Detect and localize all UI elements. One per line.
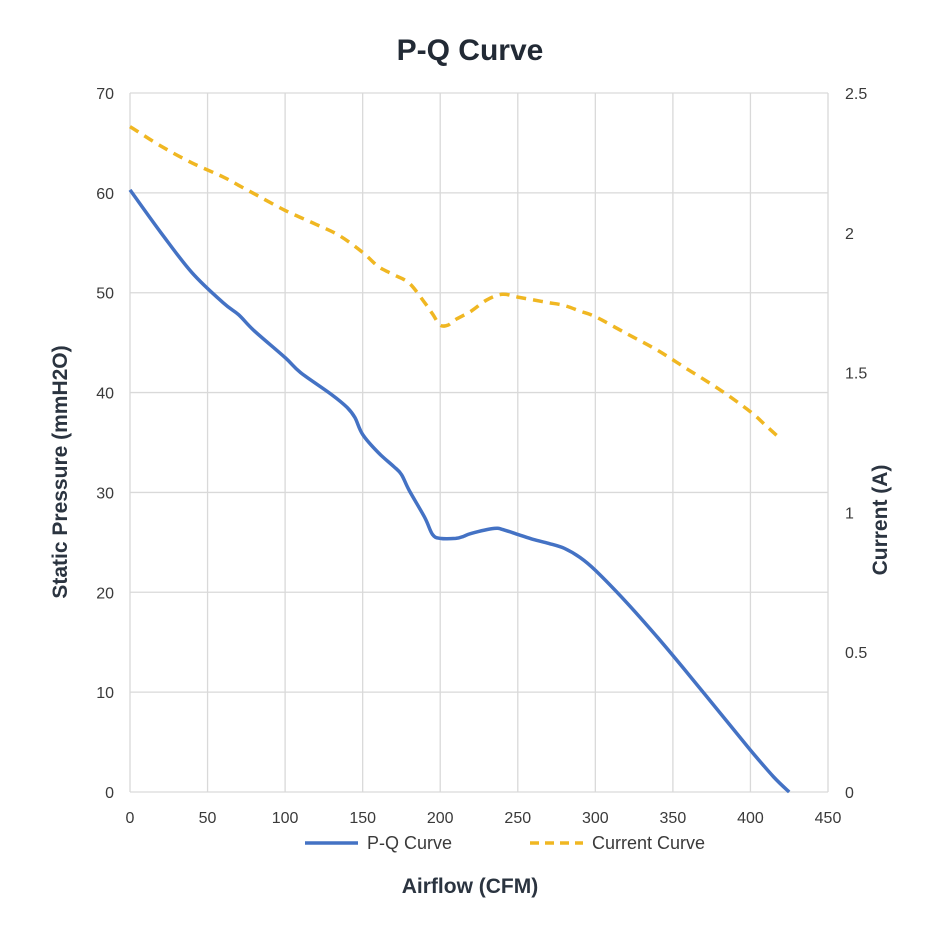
series-line-current-curve [129,125,783,442]
y-tick-label: 10 [96,685,114,702]
legend: P-Q Curve Current Curve [305,833,705,853]
y-tick-label: 60 [96,186,114,203]
y-tick-label: 70 [96,86,114,103]
chart-title: P-Q Curve [397,34,544,67]
legend-label-current-curve: Current Curve [592,833,705,853]
x-tick-label: 150 [349,810,376,827]
y-tick-label: 40 [96,386,114,403]
x-tick-label: 50 [199,810,217,827]
y-axis-title: Static Pressure (mmH2O) [49,345,72,598]
y-tick-label: 30 [96,485,114,502]
y2-tick-label: 2.5 [845,86,867,103]
y-tick-label: 50 [96,286,114,303]
x-tick-label: 250 [504,810,531,827]
y2-tick-label: 0 [845,785,854,802]
x-axis-ticks: 0 50 100 150 200 250 300 350 400 450 [126,810,842,827]
x-tick-label: 100 [272,810,299,827]
y2-axis-title: Current (A) [869,465,892,576]
y-tick-label: 20 [96,585,114,602]
x-tick-label: 450 [815,810,842,827]
legend-label-pq-curve: P-Q Curve [367,833,452,853]
y2-tick-label: 1 [845,505,854,522]
series-layer [128,125,791,794]
series-line-p-q-curve [128,188,791,794]
chart-grid [129,92,829,793]
x-tick-label: 0 [126,810,135,827]
y2-tick-label: 2 [845,226,854,243]
x-tick-label: 200 [427,810,454,827]
y-tick-label: 0 [105,785,114,802]
y-axis-ticks: 0 10 20 30 40 50 60 70 [96,86,114,802]
y2-tick-label: 0.5 [845,645,867,662]
y2-tick-label: 1.5 [845,366,867,383]
x-tick-label: 300 [582,810,609,827]
x-axis-title: Airflow (CFM) [402,875,538,898]
x-tick-label: 400 [737,810,764,827]
x-tick-label: 350 [660,810,687,827]
y2-axis-ticks: 0 0.5 1 1.5 2 2.5 [845,86,867,802]
